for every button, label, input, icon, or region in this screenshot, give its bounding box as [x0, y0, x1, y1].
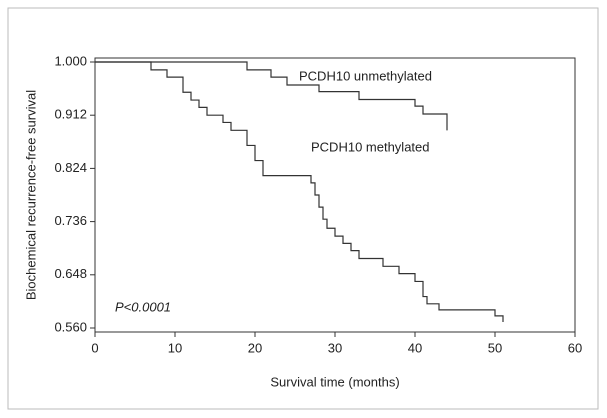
- p-value: P<0.0001: [115, 299, 171, 314]
- outer-border: [7, 7, 599, 410]
- plot-frame: [94, 57, 576, 333]
- x-tick-label: 10: [168, 340, 182, 355]
- y-tick-label: 0.648: [54, 266, 87, 281]
- x-tick-label: 30: [328, 340, 342, 355]
- x-tick-label: 50: [488, 340, 502, 355]
- x-tick-label: 60: [568, 340, 582, 355]
- x-tick-label: 0: [91, 340, 98, 355]
- survival-curve: [95, 61, 504, 322]
- y-axis-label: Biochemical recurrence-free survival: [23, 90, 38, 300]
- x-axis-label: Survival time (months): [270, 374, 399, 389]
- x-tick-label: 20: [248, 340, 262, 355]
- y-tick-label: 0.824: [54, 160, 87, 175]
- series-label: PCDH10 methylated: [311, 139, 430, 154]
- y-tick-label: 0.912: [54, 107, 87, 122]
- survival-curve: [95, 61, 448, 131]
- y-tick-label: 0.736: [54, 213, 87, 228]
- y-tick-label: 1.000: [54, 53, 87, 68]
- y-tick-label: 0.560: [54, 319, 87, 334]
- x-tick-label: 40: [408, 340, 422, 355]
- series-label: PCDH10 unmethylated: [299, 69, 432, 84]
